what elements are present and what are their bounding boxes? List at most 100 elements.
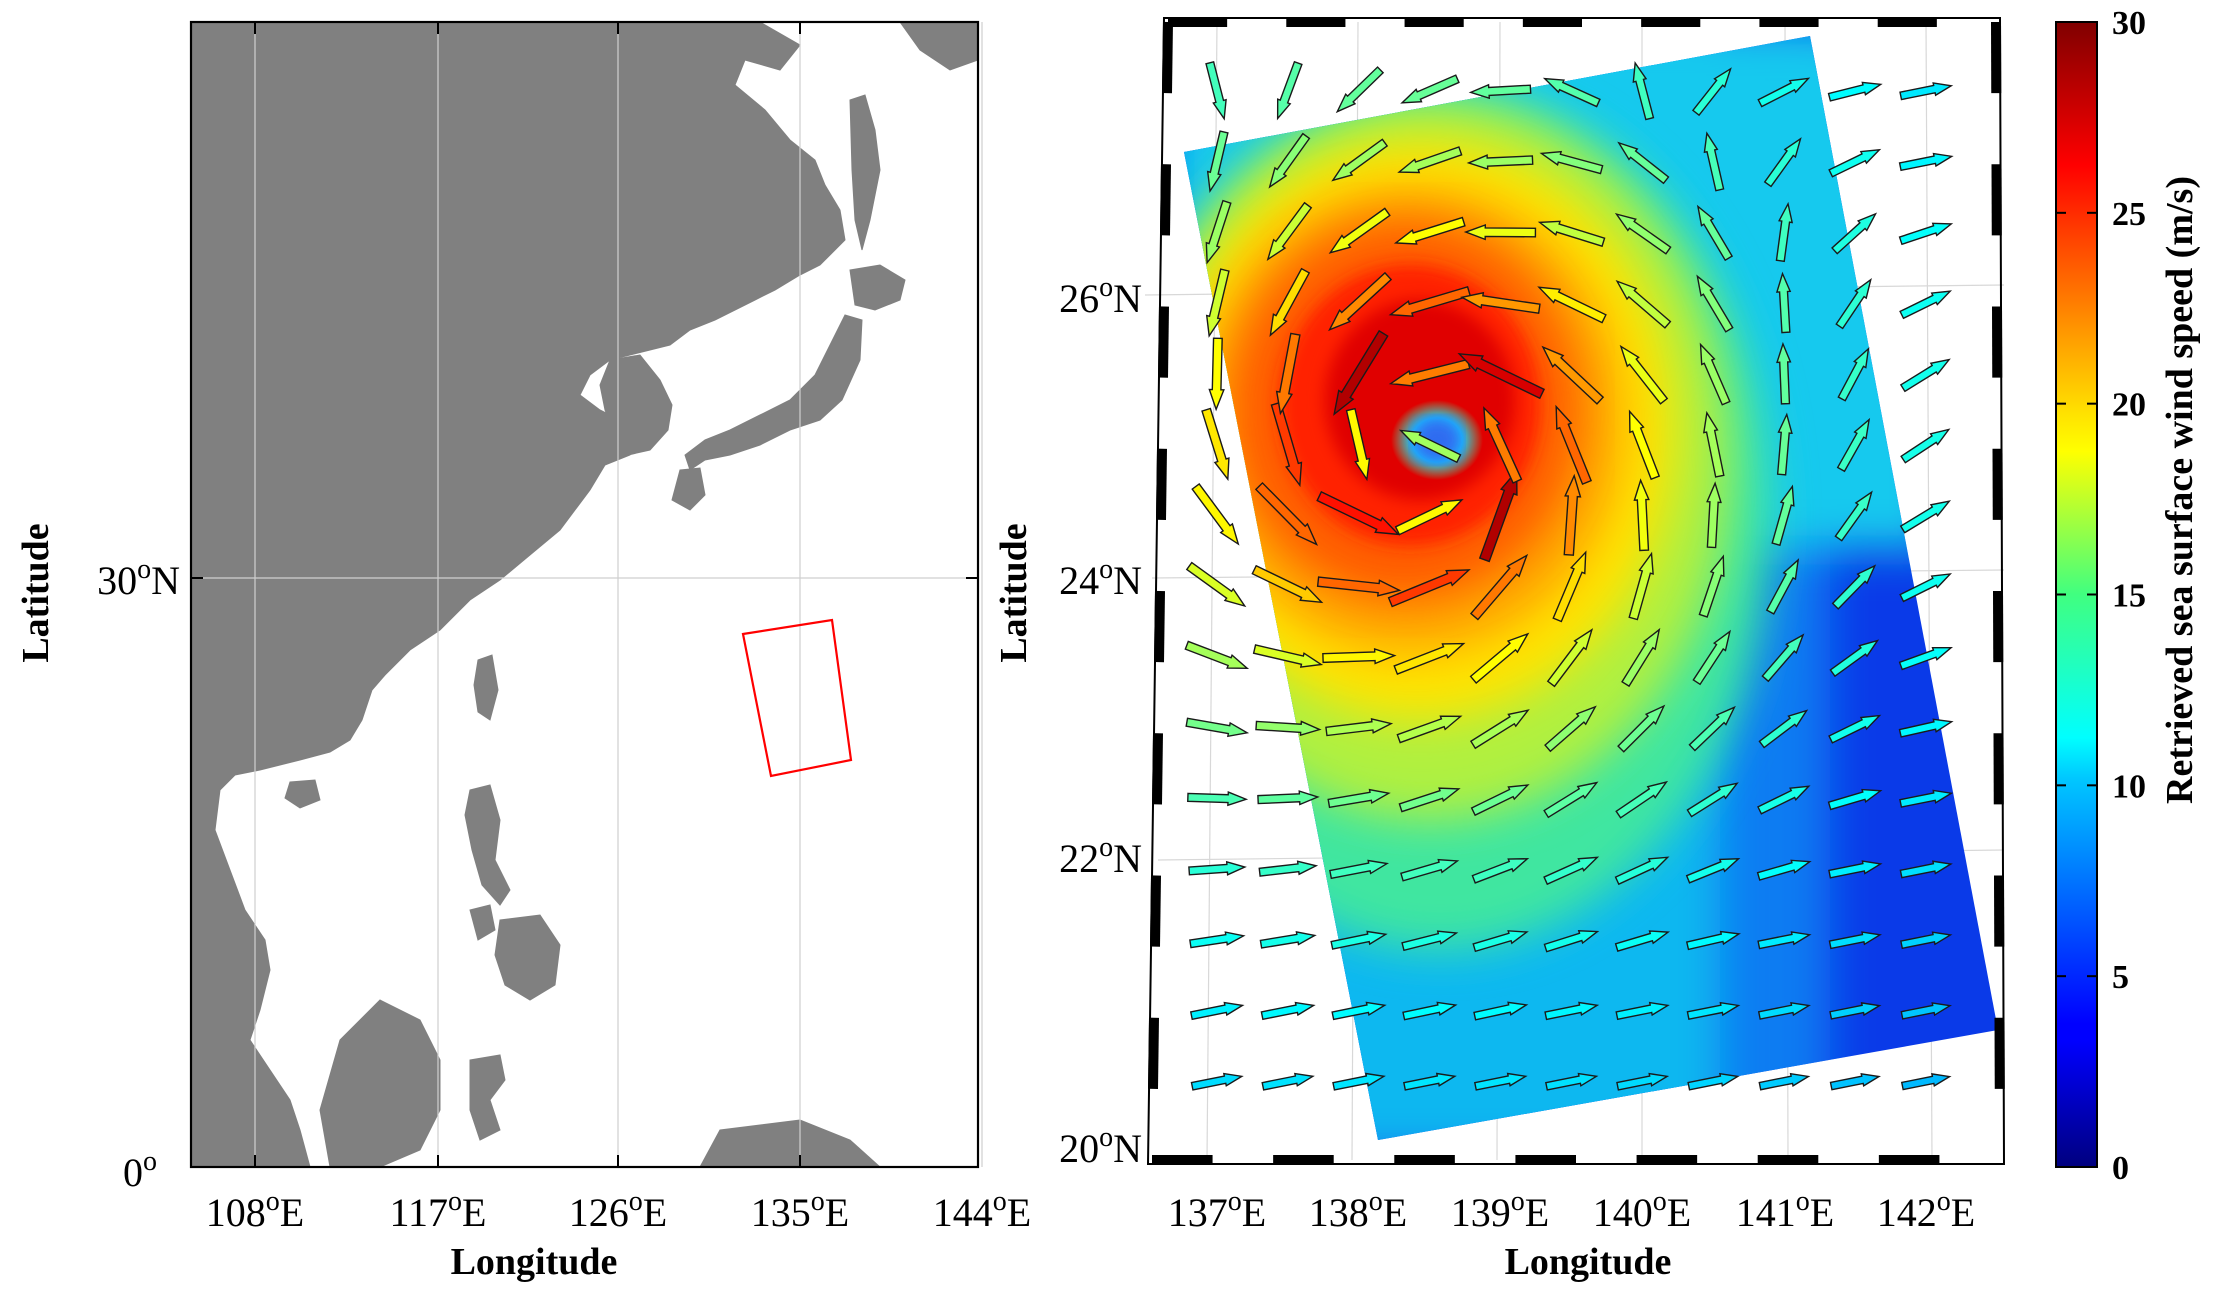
hokkaido	[849, 264, 906, 311]
wind-arrow	[1899, 290, 1953, 320]
frame-bar	[1162, 21, 1173, 94]
wind-arrow	[1544, 1001, 1600, 1021]
wind-arrow	[1757, 785, 1811, 815]
wind-arrow	[1761, 633, 1805, 683]
wind-arrow	[1829, 1072, 1881, 1091]
wind-arrow	[1756, 859, 1812, 881]
left-x-tick-117: 117oE	[390, 1186, 487, 1235]
wind-arrow	[1544, 705, 1597, 753]
left-map-xlabel: Longitude	[451, 1241, 618, 1283]
wind-arrow	[1828, 148, 1882, 178]
wind-arrow	[1187, 791, 1249, 807]
wind-arrow	[1269, 267, 1311, 338]
wind-arrow	[1692, 629, 1731, 686]
wind-arrow	[1398, 429, 1462, 464]
wind-arrow	[1335, 66, 1385, 114]
wind-arrow	[1345, 407, 1371, 482]
right-x-tick-142: 142oE	[1877, 1186, 1975, 1235]
wind-arrow	[1542, 77, 1601, 108]
right-map-x-tick-labels: 137oE 138oE 139oE 140oE 141oE 142oE	[1168, 1186, 1975, 1235]
kyushu	[671, 467, 706, 511]
wind-arrow	[1388, 358, 1471, 387]
wind-arrow	[1463, 224, 1537, 241]
far-east-coast	[899, 22, 978, 71]
colorbar-tick-15: 15	[2112, 578, 2146, 615]
wind-arrow	[1470, 784, 1530, 817]
wind-arrow	[1758, 709, 1809, 749]
wind-arrow	[1189, 931, 1246, 949]
wind-arrow	[1400, 858, 1460, 882]
wind-arrow	[1828, 860, 1883, 879]
wind-arrow	[1619, 344, 1669, 405]
wind-arrow	[1252, 644, 1324, 668]
wind-arrow	[1472, 930, 1529, 953]
wind-arrow	[1316, 576, 1402, 597]
wind-arrow	[1900, 1073, 1952, 1091]
wind-arrow	[1899, 358, 1951, 393]
frame-bar	[1158, 306, 1169, 378]
wind-arrow	[1706, 481, 1722, 549]
wind-arrow	[1552, 550, 1587, 623]
wind-arrow	[1402, 1001, 1458, 1021]
wind-arrow	[1473, 1001, 1529, 1021]
right-y-tick-24: 24oN	[1059, 554, 1142, 603]
wind-arrow	[1401, 930, 1459, 952]
wind-arrow	[1208, 337, 1225, 412]
left-map-land	[191, 22, 978, 1167]
wind-arrow	[1469, 632, 1530, 684]
wind-arrow	[1185, 717, 1250, 738]
wind-arrow	[1260, 1001, 1316, 1021]
wind-arrow	[1757, 1001, 1811, 1020]
wind-arrow	[1632, 61, 1655, 121]
wind-arrow	[1322, 647, 1397, 665]
right-map-xlabel: Longitude	[1505, 1241, 1672, 1283]
wind-arrow	[1387, 569, 1471, 608]
wind-arrow	[1388, 286, 1472, 317]
wind-arrow	[1614, 930, 1671, 952]
wind-arrow	[1614, 856, 1670, 886]
wind-arrow	[1616, 1072, 1670, 1091]
colorbar-tick-10: 10	[2112, 768, 2146, 805]
wind-arrow	[1900, 1002, 1952, 1020]
wind-arrow	[1827, 81, 1883, 102]
sar-wind-swath	[1184, 36, 1998, 1140]
colorbar: 30 25 20 15 10 5 0 Retrieved sea surface wind …	[2055, 5, 2201, 1187]
wind-arrow	[1898, 222, 1954, 246]
wind-arrow	[1899, 573, 1953, 603]
wind-arrow	[1189, 1001, 1245, 1021]
wind-arrow	[1259, 931, 1317, 949]
wind-arrow	[1393, 216, 1466, 245]
right-x-tick-141: 141oE	[1736, 1186, 1834, 1235]
right-x-tick-138: 138oE	[1309, 1186, 1407, 1235]
wind-arrow	[1539, 150, 1604, 175]
wind-arrow	[1468, 83, 1532, 100]
colorbar-tick-5: 5	[2112, 959, 2129, 996]
wind-arrow	[1696, 204, 1734, 262]
wind-arrow	[1473, 1072, 1528, 1091]
wind-arrow	[1899, 789, 1954, 808]
wind-arrow	[1333, 329, 1389, 416]
wind-arrow	[1563, 473, 1582, 556]
wind-arrow	[1316, 490, 1401, 536]
wind-arrow	[1266, 201, 1313, 261]
frame-bar	[1148, 1017, 1159, 1089]
wind-arrow	[1899, 860, 1953, 879]
wind-arrow	[1696, 274, 1734, 333]
wind-arrow	[1331, 138, 1389, 182]
wind-arrow	[1628, 551, 1654, 621]
wind-arrow	[1276, 60, 1303, 121]
wind-arrow	[1835, 278, 1872, 330]
colorbar-tick-25: 25	[2112, 196, 2146, 233]
colorbar-tick-labels: 30 25 20 15 10 5 0	[2056, 5, 2146, 1187]
wind-arrow	[1185, 561, 1247, 608]
wind-arrow	[1396, 715, 1463, 744]
wind-arrow	[1543, 856, 1600, 886]
mindanao	[494, 914, 561, 1001]
right-x-tick-139: 139oE	[1451, 1186, 1549, 1235]
wind-arrow	[1615, 279, 1672, 329]
wind-arrow	[1403, 1072, 1457, 1091]
wind-arrow	[1776, 341, 1792, 405]
wind-arrow	[1775, 271, 1792, 334]
wind-arrow	[1331, 1001, 1387, 1021]
wind-arrow	[1829, 1002, 1882, 1020]
